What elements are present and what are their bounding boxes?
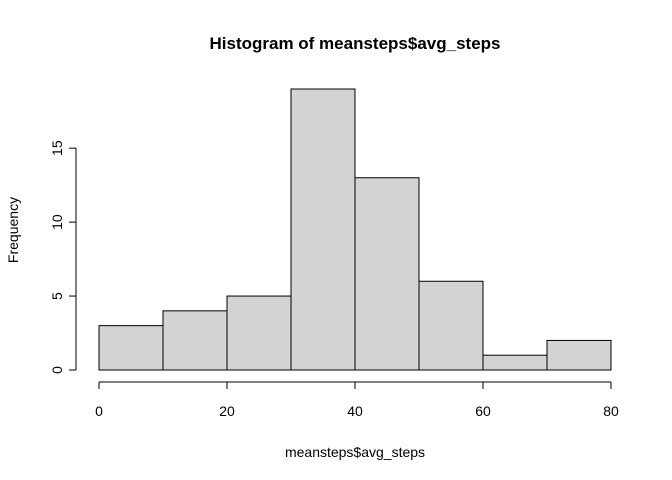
histogram-bar-5 — [418, 280, 484, 371]
histogram-bar-2 — [226, 295, 292, 371]
x-tick-label-3: 60 — [475, 403, 491, 419]
histogram-bar-3 — [290, 88, 356, 371]
histogram-bar-6 — [482, 354, 548, 371]
x-axis-label: meansteps$avg_steps — [285, 444, 425, 460]
x-tick-label-0: 0 — [95, 403, 103, 419]
histogram-bar-7 — [546, 339, 612, 371]
y-tick-label-1: 5 — [49, 292, 65, 300]
histogram-bar-4 — [354, 177, 420, 371]
y-axis-label: Frequency — [5, 197, 21, 263]
y-tick-label-0: 0 — [49, 366, 65, 374]
bars-group — [98, 88, 612, 371]
histogram-bar-0 — [98, 325, 164, 371]
chart-title: Histogram of meansteps$avg_steps — [210, 34, 501, 53]
x-axis: 0 20 40 60 80 — [95, 381, 619, 419]
x-tick-label-1: 20 — [219, 403, 235, 419]
x-tick-label-2: 40 — [347, 403, 363, 419]
y-tick-label-2: 10 — [49, 214, 65, 230]
histogram-bar-1 — [162, 310, 228, 371]
y-axis: 0 5 10 15 — [49, 140, 77, 374]
y-tick-label-3: 15 — [49, 140, 65, 156]
x-tick-label-4: 80 — [603, 403, 619, 419]
